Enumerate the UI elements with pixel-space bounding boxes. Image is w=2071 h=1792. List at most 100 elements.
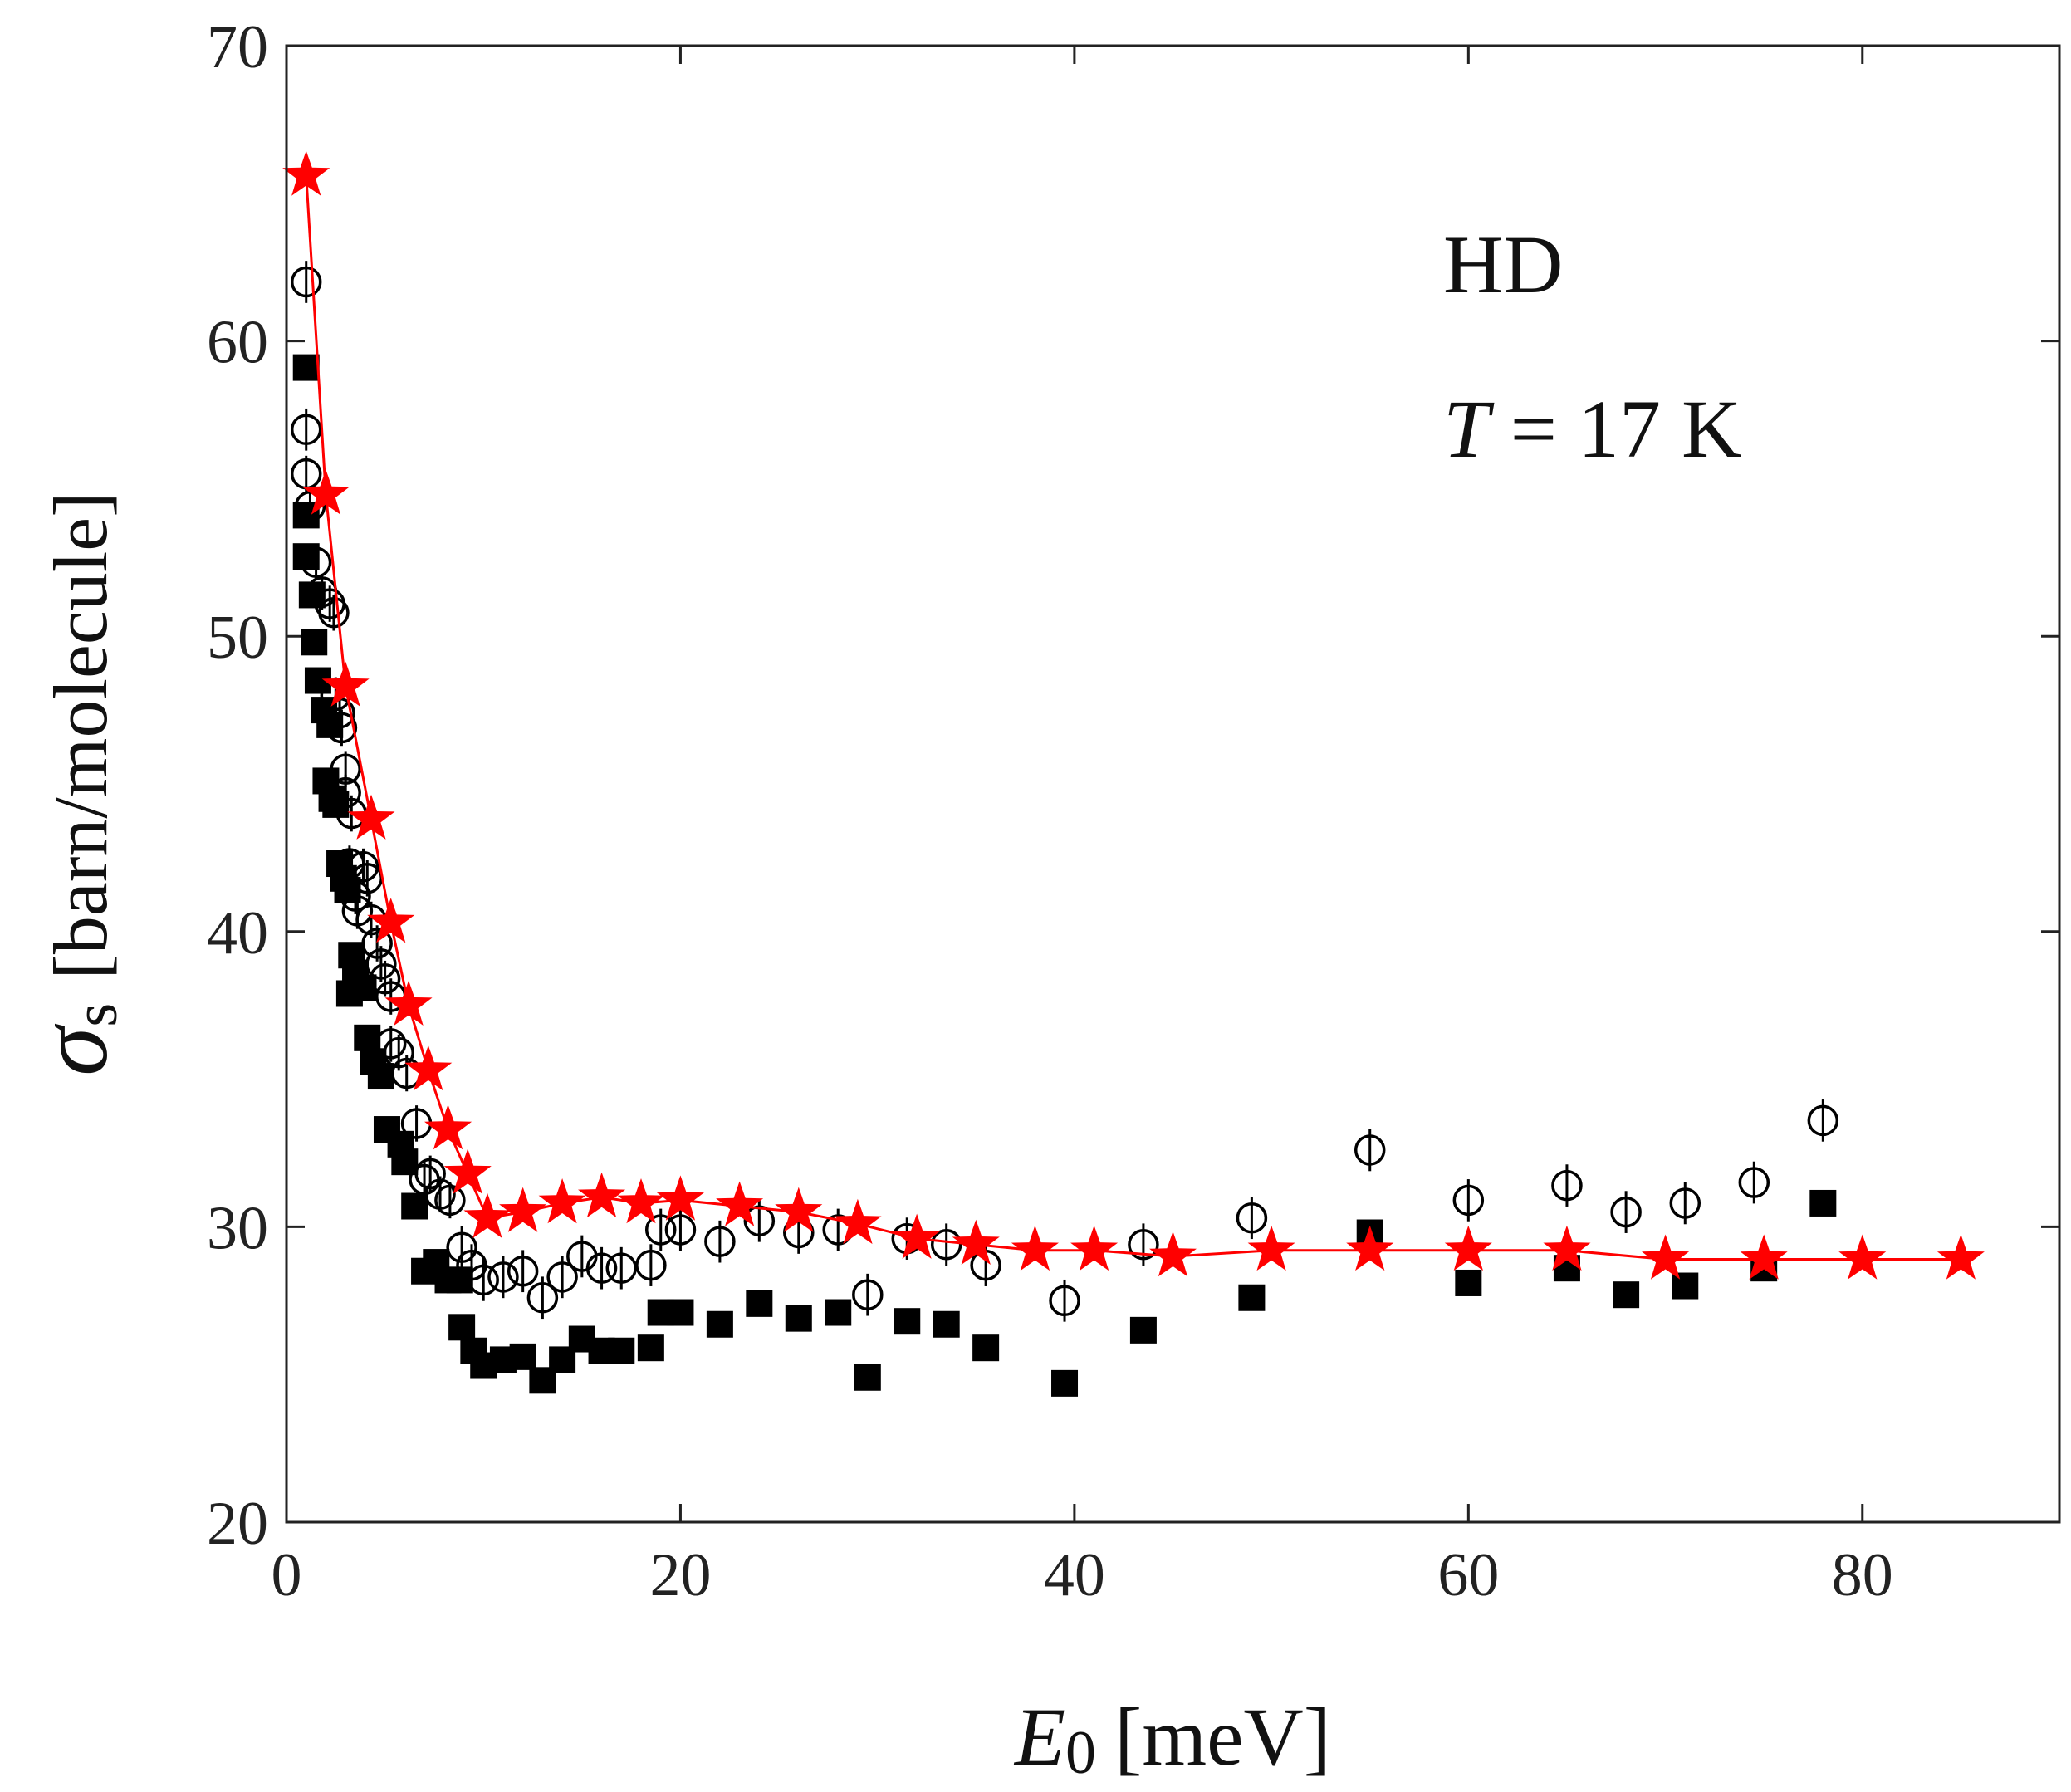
square-point	[509, 1343, 536, 1370]
star-point	[1543, 1225, 1591, 1271]
star-point	[834, 1198, 882, 1245]
y-axis-label-unit: [barn/molecule]	[38, 492, 123, 980]
star-point	[578, 1172, 626, 1218]
square-point	[894, 1308, 921, 1335]
circle-point	[375, 1028, 407, 1060]
square-point	[854, 1364, 881, 1391]
star-point	[1247, 1225, 1295, 1271]
annotation-temperature-value: = 17 K	[1490, 383, 1742, 475]
square-point	[1809, 1189, 1837, 1217]
series-calculation	[282, 150, 1985, 1280]
square-point	[972, 1334, 1000, 1362]
star-point	[1070, 1225, 1119, 1271]
plot-area	[282, 150, 1985, 1397]
circle-point	[290, 266, 322, 298]
axes-frame	[285, 44, 2061, 1524]
circle-point	[635, 1249, 667, 1281]
circle-point	[1049, 1285, 1080, 1317]
square-point	[637, 1334, 664, 1362]
circle-point	[290, 414, 322, 446]
x-axis-ticks: 0 20 40 60 80	[272, 46, 1893, 1609]
star-point	[716, 1181, 764, 1226]
star-point	[424, 1104, 472, 1150]
star-point	[321, 661, 370, 707]
circle-point	[300, 546, 332, 579]
circle-point	[852, 1279, 884, 1310]
square-point	[785, 1305, 812, 1332]
square-point	[608, 1337, 635, 1364]
y-tick-label: 30	[207, 1194, 268, 1262]
circle-point	[434, 1184, 466, 1217]
y-axis-label: σs [barn/molecule]	[17, 492, 130, 1076]
star-point	[1149, 1231, 1197, 1277]
circle-point	[930, 1228, 962, 1261]
circle-point	[369, 962, 401, 995]
circle-point	[605, 1252, 638, 1284]
circle-point	[664, 1214, 697, 1246]
star-point	[538, 1178, 586, 1224]
circle-point	[1354, 1134, 1386, 1166]
y-tick-label: 70	[207, 13, 268, 81]
square-point	[1129, 1316, 1157, 1344]
star-point	[367, 898, 415, 943]
circle-point	[546, 1261, 578, 1293]
circle-point	[340, 880, 371, 912]
star-point	[1011, 1225, 1059, 1271]
annotation-material: HD	[1443, 218, 1563, 311]
star-point	[499, 1187, 547, 1232]
circle-point	[446, 1231, 477, 1264]
star-point	[1642, 1234, 1690, 1280]
star-point	[893, 1213, 941, 1259]
square-point	[933, 1310, 960, 1338]
square-point	[1613, 1281, 1640, 1309]
square-point	[301, 629, 328, 656]
y-tick-label: 50	[207, 604, 268, 672]
circle-point	[704, 1226, 736, 1257]
y-axis-ticks: 20 30 40 50 60 70	[207, 13, 2059, 1558]
square-point	[746, 1290, 773, 1317]
y-axis-label-symbol: σ	[17, 1024, 128, 1076]
star-point	[443, 1148, 492, 1194]
star-point	[656, 1175, 704, 1221]
star-point	[404, 1045, 453, 1091]
y-tick-label: 60	[207, 309, 268, 377]
circle-point	[468, 1264, 499, 1296]
circle-point	[1807, 1104, 1839, 1137]
square-point	[667, 1299, 694, 1326]
x-axis-label-subscript: 0	[1065, 1719, 1096, 1787]
square-point	[448, 1314, 476, 1341]
series-filled-squares	[292, 354, 1837, 1397]
circle-point	[326, 712, 358, 744]
star-point	[617, 1178, 665, 1224]
star-point	[301, 469, 350, 515]
star-point	[384, 980, 433, 1026]
annotation-temperature: T = 17 K	[1443, 383, 1741, 475]
circle-point	[1452, 1184, 1485, 1217]
circle-point	[383, 1036, 414, 1069]
square-point	[706, 1310, 733, 1338]
circle-point	[1236, 1202, 1268, 1234]
circle-point	[487, 1261, 519, 1293]
circle-point	[1610, 1196, 1642, 1228]
y-tick-label: 20	[207, 1490, 268, 1558]
square-point	[367, 1063, 394, 1090]
star-point	[282, 150, 330, 196]
circle-point	[644, 1214, 677, 1246]
circle-point	[318, 597, 350, 629]
x-axis-label: E0 [meV]	[1013, 1691, 1331, 1787]
circle-point	[1128, 1228, 1159, 1261]
star-point	[1838, 1234, 1887, 1280]
star-point	[347, 794, 395, 840]
annotation-temperature-symbol: T	[1443, 383, 1495, 475]
star-point	[1346, 1225, 1394, 1271]
x-axis-label-unit: [meV]	[1114, 1691, 1331, 1783]
square-point	[1238, 1284, 1266, 1311]
circle-point	[1551, 1169, 1583, 1202]
circle-point	[585, 1252, 618, 1284]
star-point	[952, 1219, 1000, 1265]
circle-point	[743, 1205, 776, 1237]
x-tick-label: 80	[1832, 1541, 1893, 1609]
star-point	[775, 1187, 823, 1232]
star-point	[1740, 1234, 1788, 1280]
